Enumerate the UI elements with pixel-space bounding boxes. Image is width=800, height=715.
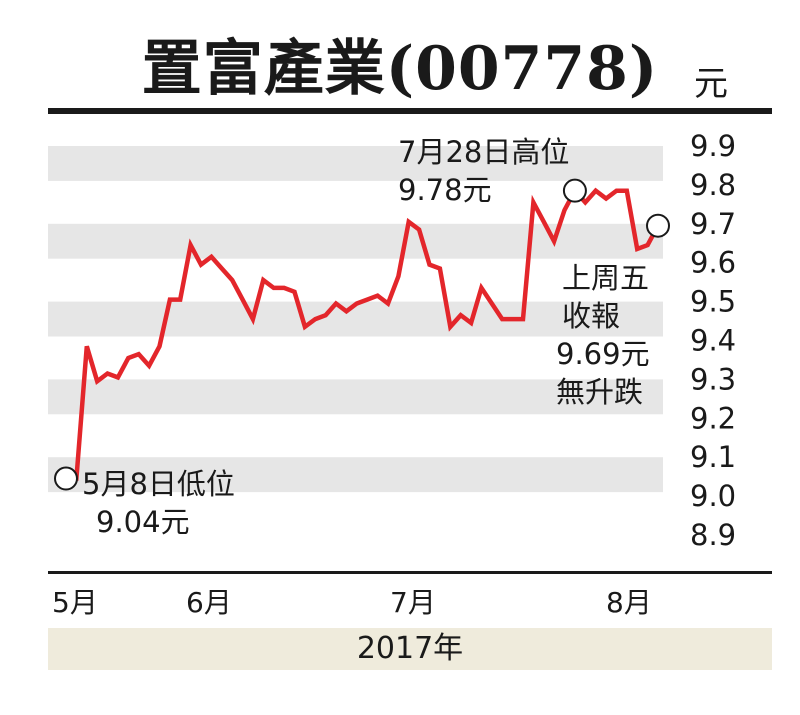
close-annotation-line: 上周五 [562,261,649,295]
close-annotation-line: 無升跌 [556,375,643,409]
high-annotation-line: 7月28日高位 [398,135,569,169]
low-annotation-line: 9.04元 [96,505,190,539]
y-tick-label: 9.3 [690,362,736,396]
low-annotation-line: 5月8日低位 [82,467,235,501]
year-band [48,628,772,670]
y-tick-label: 9.9 [690,129,736,163]
chart-title: 置富產業(00778) [141,34,659,104]
y-tick-label: 9.4 [690,324,736,358]
x-tick-label: 7月 [390,586,436,619]
x-tick-label: 8月 [606,586,652,619]
y-tick-label: 9.0 [690,479,736,513]
grid-band [48,146,663,181]
y-tick-label: 9.1 [690,440,736,474]
grid-band [48,301,663,337]
last-close-marker [646,213,670,238]
y-tick-label: 9.6 [690,246,736,280]
y-axis-unit: 元 [694,64,728,104]
grid-band [48,379,663,415]
y-tick-label: 9.8 [690,168,736,202]
close-annotation-line: 9.69元 [556,337,650,371]
y-tick-label: 9.5 [690,285,736,319]
price-line [66,186,660,481]
high-annotation-line: 9.78元 [398,173,492,207]
grid-band [48,223,663,259]
close-annotation-line: 收報 [562,299,620,333]
x-axis-label: 2017年 [356,631,464,666]
y-tick-label: 9.7 [690,207,736,241]
x-tick-label: 6月 [186,586,232,619]
y-tick-label: 9.2 [690,401,736,435]
y-tick-label: 8.9 [690,518,736,552]
high-point-marker [562,178,587,203]
x-tick-label: 5月 [52,586,98,619]
grid-band [48,457,663,493]
x-axis-rule [48,571,772,574]
low-point-marker [54,466,78,491]
title-rule [48,108,772,114]
